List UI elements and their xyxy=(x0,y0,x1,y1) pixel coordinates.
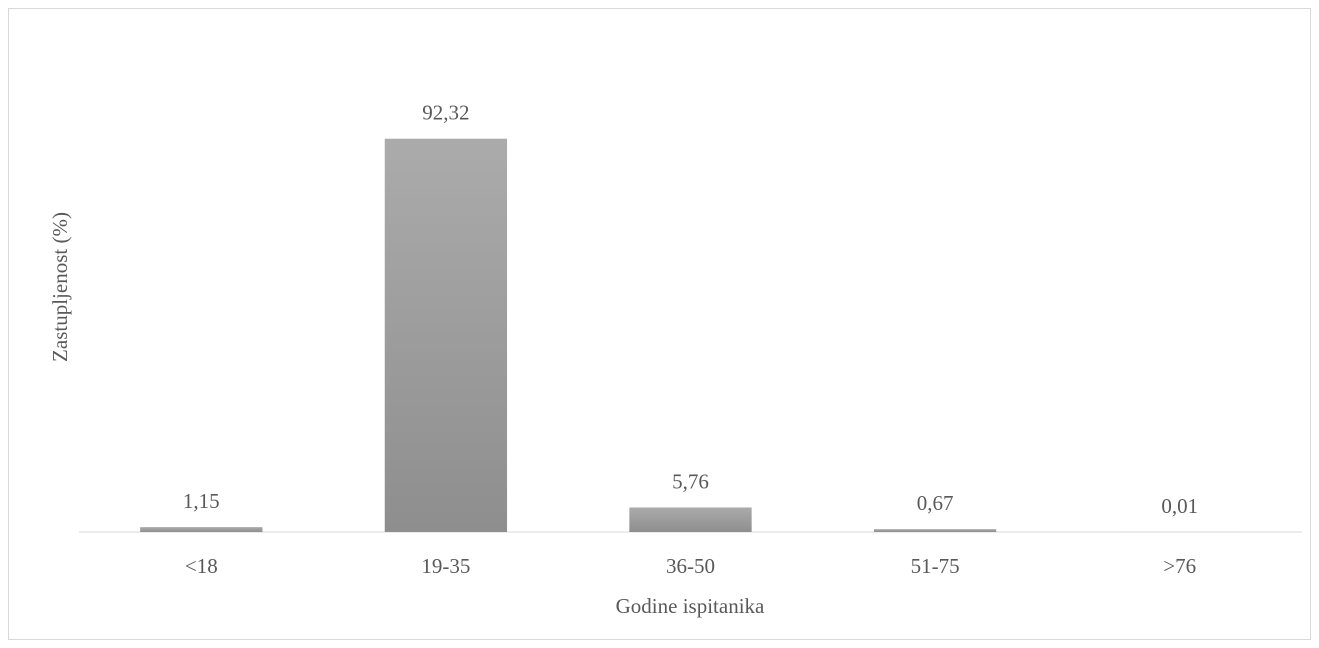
bar xyxy=(629,507,752,532)
y-axis-title: Zastupljenost (%) xyxy=(48,212,72,362)
bar xyxy=(384,138,508,532)
x-tick-label: <18 xyxy=(185,554,218,578)
data-label: 0,67 xyxy=(917,491,954,515)
x-tick-label: >76 xyxy=(1163,554,1196,578)
x-tick-label: 19-35 xyxy=(421,554,470,578)
data-label: 0,01 xyxy=(1161,494,1198,518)
data-label: 5,76 xyxy=(672,469,709,493)
x-axis-title: Godine ispitanika xyxy=(616,594,765,618)
data-label: 92,32 xyxy=(422,101,469,125)
x-tick-label: 36-50 xyxy=(666,554,715,578)
bar xyxy=(873,529,997,532)
bar xyxy=(140,527,263,532)
data-label: 1,15 xyxy=(183,489,220,513)
x-tick-label: 51-75 xyxy=(911,554,960,578)
chart-frame xyxy=(8,8,1311,640)
